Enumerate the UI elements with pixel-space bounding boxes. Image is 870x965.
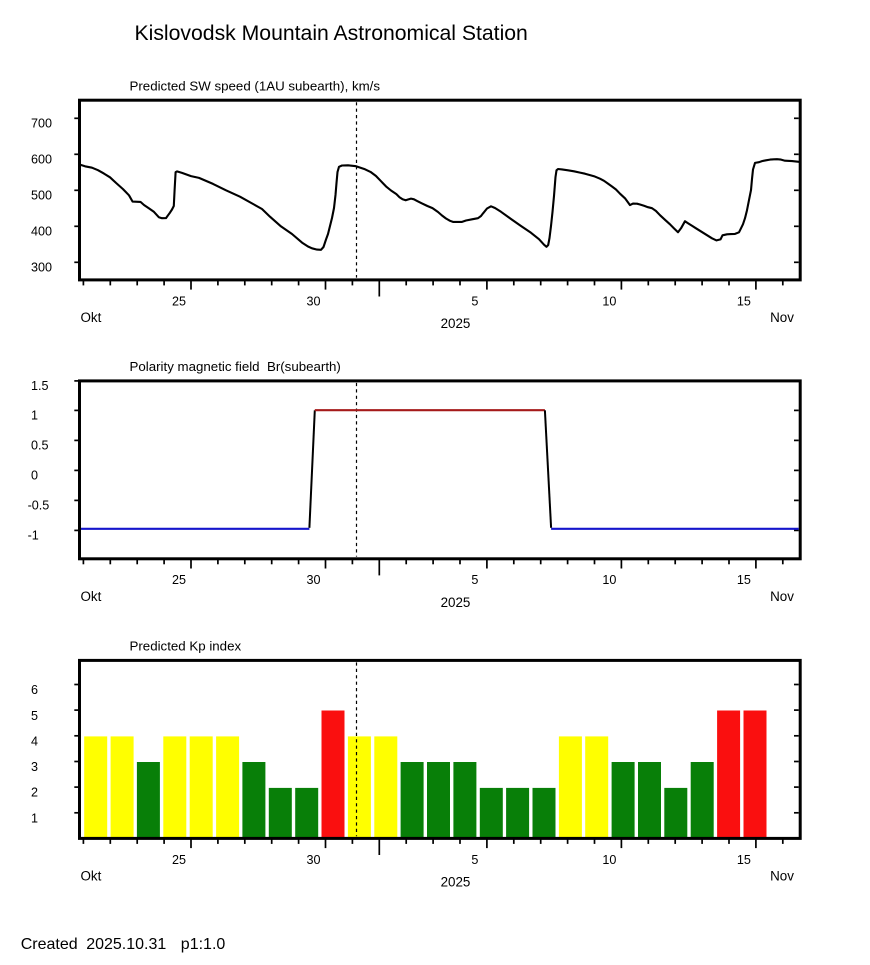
- svg-text:2025: 2025: [441, 316, 471, 331]
- svg-text:30: 30: [306, 573, 320, 587]
- svg-text:1: 1: [31, 811, 38, 825]
- svg-text:2025.10.31: 2025.10.31: [86, 936, 166, 953]
- svg-text:4: 4: [31, 734, 38, 748]
- svg-text:25: 25: [172, 573, 186, 587]
- svg-text:30: 30: [306, 853, 320, 867]
- svg-text:600: 600: [31, 152, 52, 166]
- svg-text:1.5: 1.5: [31, 379, 49, 393]
- svg-text:3: 3: [31, 760, 38, 774]
- svg-text:15: 15: [737, 853, 751, 867]
- svg-text:300: 300: [31, 260, 52, 274]
- svg-text:5: 5: [31, 709, 38, 723]
- svg-text:Nov: Nov: [770, 589, 794, 604]
- svg-text:25: 25: [172, 853, 186, 867]
- svg-text:Okt: Okt: [81, 589, 102, 604]
- svg-text:1: 1: [31, 409, 38, 423]
- svg-text:700: 700: [31, 116, 52, 130]
- svg-text:Predicted Kp index: Predicted Kp index: [130, 639, 242, 654]
- svg-text:30: 30: [306, 294, 320, 308]
- svg-text:-0.5: -0.5: [28, 499, 50, 513]
- svg-text:2: 2: [31, 786, 38, 800]
- svg-text:6: 6: [31, 683, 38, 697]
- svg-text:p1:1.0: p1:1.0: [181, 936, 226, 953]
- svg-text:2025: 2025: [441, 874, 471, 889]
- svg-text:Predicted SW speed (1AU subear: Predicted SW speed (1AU subearth), km/s: [130, 78, 381, 93]
- svg-text:0.5: 0.5: [31, 439, 49, 453]
- svg-text:Nov: Nov: [770, 869, 794, 884]
- svg-text:25: 25: [172, 294, 186, 308]
- svg-text:-1: -1: [28, 529, 39, 543]
- svg-text:Okt: Okt: [81, 310, 102, 325]
- svg-text:10: 10: [602, 573, 616, 587]
- svg-text:10: 10: [602, 853, 616, 867]
- svg-text:5: 5: [471, 853, 478, 867]
- svg-text:0: 0: [31, 469, 38, 483]
- svg-text:15: 15: [737, 294, 751, 308]
- svg-text:5: 5: [471, 573, 478, 587]
- svg-text:10: 10: [602, 294, 616, 308]
- svg-text:Okt: Okt: [81, 869, 102, 884]
- svg-text:Polarity magnetic field Br(su: Polarity magnetic field Br(subearth): [130, 359, 341, 374]
- svg-text:Nov: Nov: [770, 310, 794, 325]
- svg-text:Kislovodsk Mountain Astronomic: Kislovodsk Mountain Astronomical Station: [135, 22, 528, 45]
- svg-text:400: 400: [31, 224, 52, 238]
- svg-text:Created: Created: [21, 936, 78, 953]
- svg-text:15: 15: [737, 573, 751, 587]
- svg-text:500: 500: [31, 188, 52, 202]
- svg-text:5: 5: [471, 294, 478, 308]
- svg-text:2025: 2025: [441, 595, 471, 610]
